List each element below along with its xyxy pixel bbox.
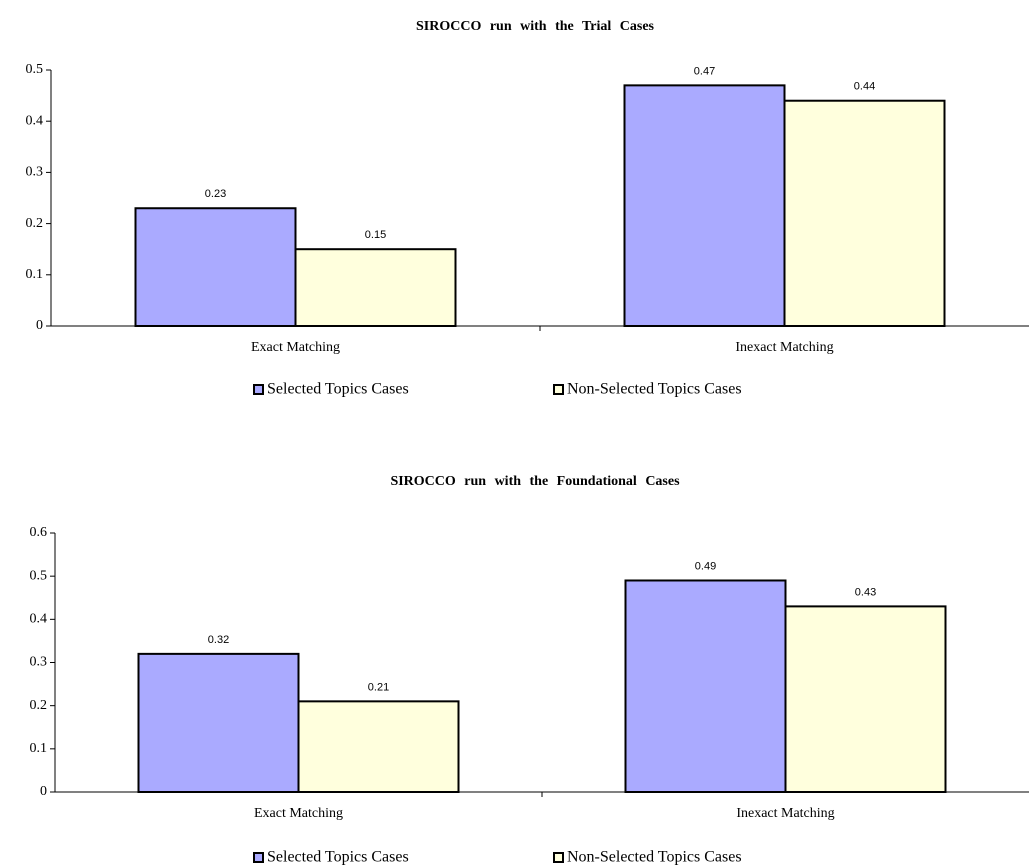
bar [137,652,300,793]
chart-title: SIROCCO run with the Foundational Cases [390,474,680,489]
y-tick-label: 0.2 [26,216,44,231]
bar [784,605,947,794]
y-tick-label: 0.1 [26,267,44,282]
y-tick-label: 0.5 [30,568,48,583]
value-label: 0.32 [208,634,229,646]
value-label: 0.21 [368,681,389,693]
y-tick-label: 0.6 [30,525,48,540]
y-tick-label: 0 [36,318,43,333]
x-tick-label: Inexact Matching [735,340,833,355]
x-tick-label: Exact Matching [251,340,340,355]
bar [624,579,787,793]
x-tick-label: Inexact Matching [736,806,834,821]
legend-swatch [553,852,564,863]
y-tick-label: 0 [40,784,47,799]
y-tick-label: 0.1 [30,741,48,756]
bar [623,84,786,327]
y-tick-label: 0.5 [26,62,44,77]
value-label: 0.47 [694,65,715,77]
y-tick-label: 0.4 [26,113,44,128]
bar [783,99,946,327]
legend-label: Selected Topics Cases [267,381,409,398]
bar [134,207,297,328]
bar [297,700,460,793]
value-label: 0.23 [205,188,226,200]
y-tick-label: 0.4 [30,612,48,627]
bar [294,248,457,327]
chart-title: SIROCCO run with the Trial Cases [416,19,655,34]
value-label: 0.43 [855,586,876,598]
y-tick-label: 0.3 [26,165,44,180]
value-label: 0.44 [854,81,875,93]
value-label: 0.15 [365,229,386,241]
y-tick-label: 0.3 [30,655,48,670]
x-tick-label: Exact Matching [254,806,343,821]
value-label: 0.49 [695,560,716,572]
legend-swatch [253,852,264,863]
legend-swatch [253,384,264,395]
legend-label: Non-Selected Topics Cases [567,849,742,866]
legend-swatch [553,384,564,395]
legend-label: Selected Topics Cases [267,849,409,866]
y-tick-label: 0.2 [30,698,48,713]
legend-label: Non-Selected Topics Cases [567,381,742,398]
